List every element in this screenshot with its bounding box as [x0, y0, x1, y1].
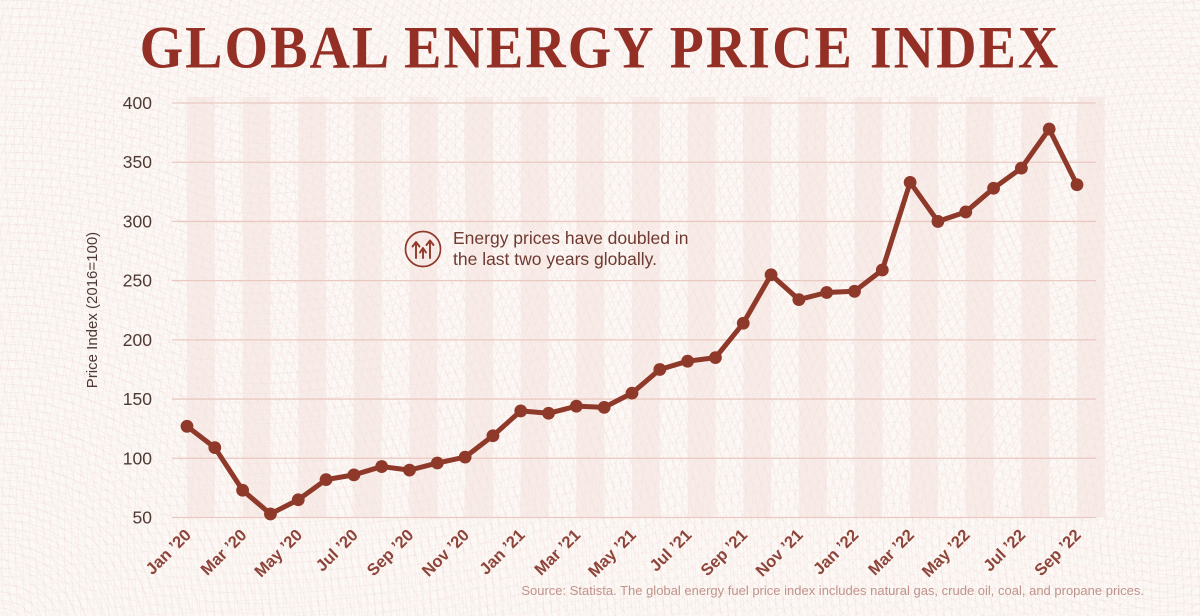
x-tick-label: Jan ’21	[476, 526, 528, 578]
data-point	[597, 400, 611, 414]
x-tick-label: Jul ’20	[313, 526, 362, 575]
y-tick-label: 50	[133, 508, 153, 528]
y-tick-label: 150	[123, 389, 152, 409]
data-point	[1042, 122, 1056, 136]
data-point	[264, 507, 277, 521]
annotation-line-1: Energy prices have doubled in	[453, 228, 689, 248]
data-point	[569, 399, 583, 413]
month-stripe	[798, 97, 827, 518]
data-point	[208, 441, 222, 455]
x-tick-label: May ’20	[251, 526, 306, 581]
month-stripe	[1077, 97, 1105, 518]
annotation-line-2: the last two years globally.	[453, 248, 657, 269]
data-point	[764, 268, 778, 282]
source-note: Source: Statista. The global energy fuel…	[521, 583, 1144, 598]
data-point	[291, 493, 305, 507]
month-stripe	[520, 97, 549, 518]
month-stripe	[353, 97, 382, 518]
y-axis-title: Price Index (2016=100)	[84, 232, 101, 388]
data-point	[931, 215, 945, 228]
x-tick-label: Mar ’21	[531, 526, 584, 579]
data-point	[792, 293, 806, 306]
month-stripe	[242, 97, 271, 518]
data-point	[681, 354, 695, 368]
month-stripe	[965, 97, 994, 518]
data-point	[514, 404, 528, 418]
data-point	[403, 463, 416, 477]
y-tick-label: 400	[123, 93, 152, 113]
rising-arrows-icon	[403, 229, 443, 269]
x-tick-label: May ’22	[919, 526, 974, 581]
x-tick-label: Jan ’20	[143, 526, 195, 578]
data-point	[180, 419, 194, 433]
y-tick-label: 100	[123, 448, 152, 468]
x-tick-label: Jul ’22	[980, 526, 1029, 575]
data-point	[347, 468, 361, 482]
x-tick-label: Mar ’22	[865, 526, 918, 579]
x-tick-label: Jul ’21	[646, 526, 695, 575]
data-point	[625, 386, 639, 400]
y-tick-label: 250	[123, 271, 152, 291]
x-tick-label: May ’21	[585, 526, 640, 581]
x-tick-label: Sep ’22	[1031, 526, 1085, 580]
y-tick-label: 350	[123, 152, 152, 172]
month-stripe	[687, 97, 716, 518]
x-tick-label: Nov ’20	[419, 526, 473, 580]
data-point	[375, 460, 389, 473]
data-point	[709, 351, 722, 365]
y-tick-label: 300	[123, 211, 152, 231]
page-title: GLOBAL ENERGY PRICE INDEX	[139, 14, 1061, 82]
data-point	[875, 263, 889, 277]
data-point	[848, 284, 861, 298]
data-point	[542, 406, 555, 420]
month-stripe	[187, 97, 215, 518]
data-point	[736, 316, 750, 330]
month-stripe	[854, 97, 883, 518]
month-stripe	[576, 97, 605, 518]
y-tick-label: 200	[123, 330, 152, 350]
data-point	[236, 483, 250, 497]
x-tick-label: Nov ’21	[752, 526, 806, 580]
annotation-text: Energy prices have doubled in the last t…	[453, 228, 688, 269]
data-point	[430, 456, 444, 470]
month-stripe	[298, 97, 327, 518]
data-point	[486, 429, 500, 443]
data-point	[903, 175, 917, 189]
data-point	[820, 286, 834, 299]
x-tick-label: Sep ’20	[364, 526, 418, 580]
x-tick-label: Mar ’20	[198, 526, 251, 579]
annotation-callout: Energy prices have doubled in the last t…	[403, 228, 688, 269]
month-stripe	[910, 97, 938, 518]
data-point	[653, 363, 667, 376]
month-stripe	[743, 97, 772, 518]
data-point	[987, 181, 1000, 195]
data-point	[319, 473, 333, 487]
data-point	[959, 205, 973, 219]
data-point	[1014, 161, 1028, 175]
x-tick-label: Jan ’22	[810, 526, 862, 578]
data-point	[1070, 178, 1084, 192]
x-tick-label: Sep ’21	[697, 526, 751, 580]
month-stripe	[409, 97, 438, 518]
data-point	[458, 450, 472, 464]
month-stripe	[632, 97, 660, 518]
